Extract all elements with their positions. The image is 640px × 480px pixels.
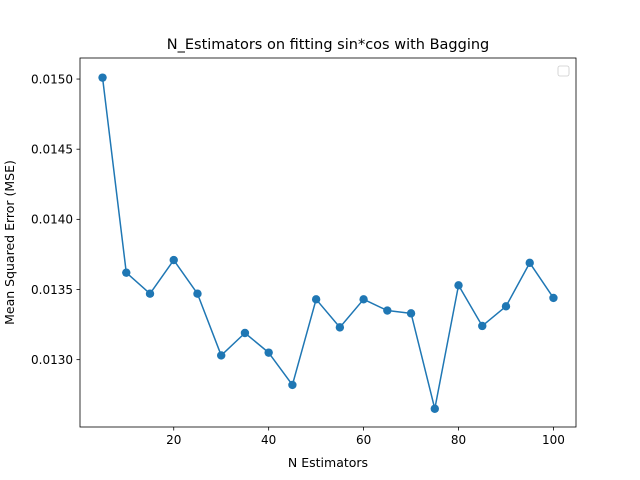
data-point	[240, 328, 250, 338]
y-tick-label: 0.0140	[31, 213, 73, 227]
legend-box[interactable]	[557, 65, 570, 77]
x-tick-label: 40	[261, 433, 276, 447]
data-point	[169, 255, 178, 265]
plot-frame	[79, 57, 577, 428]
plot-area	[80, 58, 576, 427]
data-point	[193, 289, 202, 298]
x-tick-label: 100	[542, 433, 565, 447]
data-point	[122, 268, 131, 277]
x-tick-label: 80	[451, 433, 466, 447]
x-tick-label: 60	[356, 433, 371, 447]
data-point	[98, 73, 107, 82]
data-point	[264, 348, 273, 357]
data-point	[501, 302, 511, 311]
data-point	[217, 351, 226, 360]
data-point	[525, 258, 534, 268]
data-point	[406, 309, 416, 318]
y-tick-label: 0.0150	[31, 72, 73, 86]
y-tick-label: 0.0145	[31, 142, 73, 156]
data-point	[454, 281, 463, 290]
ticks-layer: 20 40 60 80 100 0.0130 0.0135 0.0140 0.0145 0.015…	[31, 72, 565, 447]
y-axis-label: Mean Squared Error (MSE)	[2, 160, 17, 325]
data-point	[549, 293, 558, 303]
data-point	[145, 289, 155, 298]
data-point	[288, 380, 297, 390]
data-point	[478, 321, 487, 331]
y-tick-label: 0.0130	[31, 353, 73, 367]
data-point	[359, 295, 368, 304]
data-point	[383, 306, 392, 315]
chart-title: N_Estimators on fitting sin*cos with Bag…	[167, 37, 490, 53]
x-tick-label: 20	[166, 433, 181, 447]
data-point	[335, 323, 345, 332]
series-line	[101, 77, 555, 410]
series-layer	[98, 73, 558, 413]
data-point	[311, 295, 321, 304]
x-axis-label: N Estimators	[288, 455, 368, 470]
data-point	[430, 404, 439, 413]
y-tick-label: 0.0135	[31, 283, 73, 297]
